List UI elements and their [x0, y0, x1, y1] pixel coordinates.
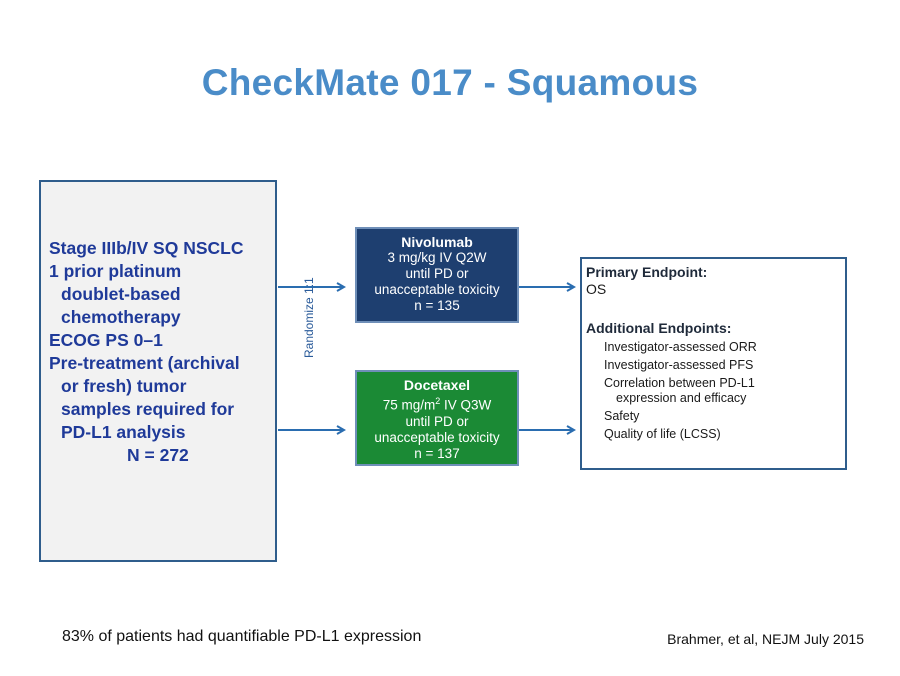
criteria-prior-therapy-cont2: chemotherapy	[61, 307, 181, 327]
criteria-total-n: N = 272	[127, 445, 189, 465]
endpoint-pdl1-correlation: Correlation between PD-L1 expression and…	[604, 376, 845, 406]
docetaxel-n: n = 137	[414, 445, 460, 461]
criteria-tumor-samples-cont3: PD-L1 analysis	[61, 422, 186, 442]
criteria-prior-therapy-cont1: doublet-based	[61, 284, 181, 304]
endpoint-orr: Investigator-assessed ORR	[604, 340, 757, 354]
endpoint-pdl1-correlation-line2: expression and efficacy	[616, 391, 747, 405]
docetaxel-dose-sup: 2	[435, 396, 441, 406]
criteria-ecog: ECOG PS 0–1	[49, 330, 163, 350]
criteria-prior-therapy: 1 prior platinum	[49, 261, 182, 281]
additional-endpoints-label: Additional Endpoints:	[586, 320, 732, 336]
primary-endpoint-value: OS	[586, 281, 607, 297]
nivolumab-n: n = 135	[414, 298, 460, 313]
slide-title: CheckMate 017 - Squamous	[201, 62, 699, 103]
nivolumab-arm: Nivolumab 3 mg/kg IV Q2W until PD or una…	[355, 227, 519, 323]
docetaxel-name: Docetaxel	[403, 377, 471, 393]
primary-endpoint-label: Primary Endpoint:	[586, 264, 708, 280]
nivolumab-dose: 3 mg/kg IV Q2W	[387, 250, 487, 265]
criteria-tumor-samples-cont1: or fresh) tumor	[61, 376, 187, 396]
endpoint-pdl1-correlation-line1: Correlation between PD-L1	[604, 376, 755, 390]
endpoints-box: Primary Endpoint: OS Additional Endpoint…	[580, 257, 847, 470]
eligibility-box: Stage IIIb/IV SQ NSCLC 1 prior platinum …	[39, 180, 277, 562]
docetaxel-arm: Docetaxel 75 mg/m2 IV Q3W until PD or un…	[355, 370, 519, 466]
randomize-label: Randomize 1:1	[302, 277, 316, 358]
pdl1-footnote: 83% of patients had quantifiable PD-L1 e…	[62, 628, 422, 645]
endpoint-safety: Safety	[604, 409, 640, 423]
nivolumab-until: until PD or	[405, 266, 469, 281]
docetaxel-toxicity: unacceptable toxicity	[374, 429, 500, 445]
criteria-tumor-samples-cont2: samples required for	[61, 399, 235, 419]
docetaxel-dose-prefix: 75 mg/m	[382, 397, 436, 413]
nivolumab-toxicity: unacceptable toxicity	[374, 282, 500, 297]
docetaxel-dose-suffix: IV Q3W	[440, 397, 492, 413]
criteria-tumor-samples: Pre-treatment (archival	[49, 353, 240, 373]
criteria-stage: Stage IIIb/IV SQ NSCLC	[49, 238, 244, 258]
endpoint-quality-of-life: Quality of life (LCSS)	[604, 427, 721, 441]
additional-endpoints-list: Investigator-assessed ORR Investigator-a…	[586, 340, 845, 442]
docetaxel-until: until PD or	[405, 413, 469, 429]
citation: Brahmer, et al, NEJM July 2015	[667, 631, 864, 647]
nivolumab-name: Nivolumab	[401, 234, 473, 250]
endpoint-pfs: Investigator-assessed PFS	[604, 358, 754, 372]
docetaxel-dose: 75 mg/m2 IV Q3W	[357, 393, 517, 414]
